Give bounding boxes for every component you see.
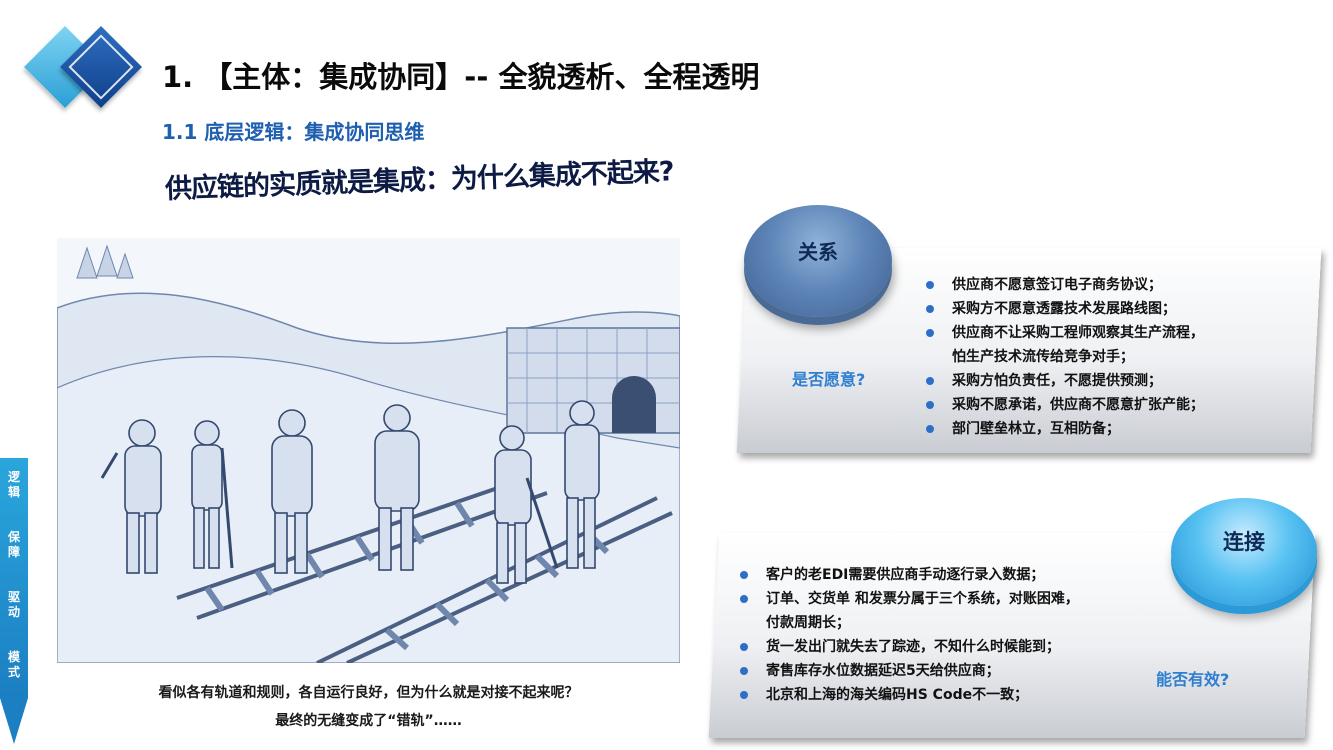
bullet-icon: [926, 377, 934, 385]
relation-bubble-label: 关系: [798, 239, 838, 264]
bullet-icon: [740, 595, 748, 603]
bullet-icon: [926, 329, 934, 337]
bullet-icon: [926, 281, 934, 289]
bullet-icon: [926, 425, 934, 433]
list-item: 供应商不愿意签订电子商务协议；: [924, 273, 1204, 297]
section-subtitle: 1.1 底层逻辑：集成协同思维: [162, 120, 425, 144]
illustration-caption-line2: 最终的无缝变成了“错轨”……: [275, 713, 462, 729]
bullet-icon: [926, 401, 934, 409]
list-item: 货一发出门就失去了踪迹，不知什么时候能到；: [738, 635, 1079, 659]
illustration-drawing: [57, 238, 680, 663]
nav-item-logic[interactable]: 逻辑: [7, 470, 20, 499]
connection-bubble: 连接: [1171, 498, 1317, 606]
list-item: 采购不愿承诺，供应商不愿意扩张产能；: [924, 393, 1204, 417]
list-item: 供应商不让采购工程师观察其生产流程，: [924, 321, 1204, 345]
list-item-continuation: 怕生产技术流传给竞争对手；: [952, 349, 1134, 365]
vertical-nav: 逻辑 保障 驱动 模式: [0, 458, 28, 698]
vertical-nav-arrow: [0, 698, 28, 744]
bullet-icon: [740, 691, 748, 699]
list-item: 采购方怕负责任，不愿提供预测；: [924, 369, 1204, 393]
nav-item-drive[interactable]: 驱动: [7, 590, 20, 619]
headline: 供应链的实质就是集成：为什么集成不起来?: [164, 156, 675, 205]
list-item: 部门壁垒林立，互相防备；: [924, 417, 1204, 441]
connection-question: 能否有效?: [1156, 670, 1230, 689]
bullet-icon: [926, 305, 934, 313]
relation-list: 供应商不愿意签订电子商务协议； 采购方不愿意透露技术发展路线图； 供应商不让采购…: [924, 273, 1204, 441]
bullet-icon: [740, 667, 748, 675]
list-item: 客户的老EDI需要供应商手动逐行录入数据；: [738, 563, 1079, 587]
relation-question: 是否愿意?: [792, 370, 866, 389]
list-item: 订单、交货单 和发票分属于三个系统，对账困难，: [738, 587, 1079, 611]
connection-bubble-label: 连接: [1223, 530, 1265, 554]
railway-workers-illustration: [57, 238, 680, 663]
connection-list: 客户的老EDI需要供应商手动逐行录入数据； 订单、交货单 和发票分属于三个系统，…: [738, 563, 1079, 707]
bullet-icon: [740, 571, 748, 579]
page-title: 1. 【主体：集成协同】-- 全貌透析、全程透明: [162, 60, 760, 94]
list-item: 采购方不愿意透露技术发展路线图；: [924, 297, 1204, 321]
bullet-icon: [740, 643, 748, 651]
nav-item-mode[interactable]: 模式: [7, 650, 20, 679]
illustration-caption-line1: 看似各有轨道和规则，各自运行良好，但为什么就是对接不起来呢？: [158, 685, 579, 701]
list-item: 寄售库存水位数据延迟5天给供应商；: [738, 659, 1079, 683]
list-item-continuation: 付款周期长；: [766, 615, 850, 631]
nav-item-guarantee[interactable]: 保障: [7, 530, 20, 559]
relation-bubble: 关系: [744, 205, 892, 317]
list-item: 北京和上海的海关编码HS Code不一致；: [738, 683, 1079, 707]
